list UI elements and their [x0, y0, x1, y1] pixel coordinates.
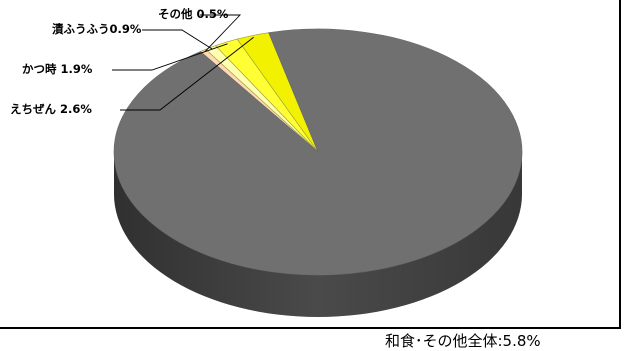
pie-leader-line-2	[142, 29, 213, 50]
footnote-total: 和食･その他全体:5.8%	[385, 332, 541, 350]
chart-frame	[0, 0, 621, 329]
pie-data-label-3: その他 0.5%	[158, 7, 229, 21]
pie-data-label-2: 漬ふうふう0.9%	[52, 22, 142, 36]
pie-leader-line-0	[120, 36, 254, 111]
pie-data-label-1: かつ時 1.9%	[22, 62, 93, 76]
pie-side-shading	[114, 152, 522, 317]
pie-leader-line-3	[200, 14, 242, 53]
pie-data-label-0: えちぜん 2.6%	[10, 102, 92, 116]
pie-slice-remainder	[113, 28, 523, 276]
pie-leader-line-1	[112, 43, 228, 71]
